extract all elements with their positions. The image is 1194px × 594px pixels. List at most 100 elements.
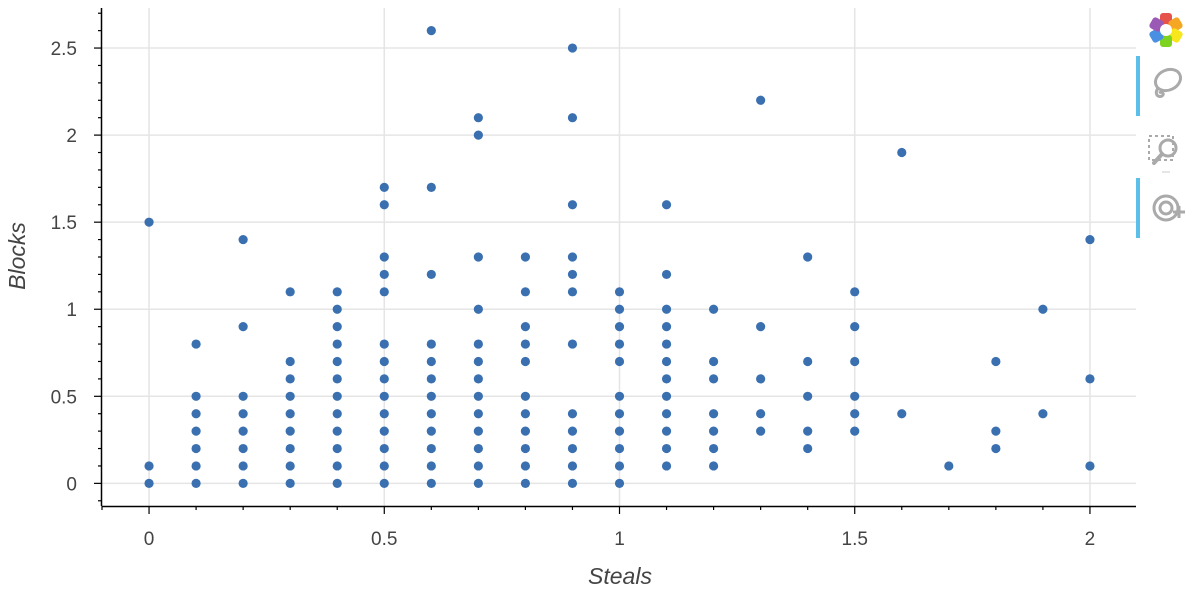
scatter-point — [426, 339, 436, 349]
scatter-point — [708, 443, 719, 454]
scatter-point — [897, 147, 907, 158]
box-zoom-button[interactable] — [1136, 122, 1194, 174]
scatter-point — [285, 374, 295, 384]
scatter-point — [473, 391, 483, 401]
scatter-point — [379, 200, 389, 210]
scatter-point — [756, 322, 766, 332]
scatter-point — [144, 478, 154, 488]
scatter-point — [661, 356, 672, 367]
bokeh-logo-button[interactable] — [1136, 0, 1194, 52]
scatter-point — [285, 443, 295, 454]
scatter-point — [238, 426, 248, 436]
scatter-point — [332, 391, 342, 401]
scatter-point — [614, 322, 625, 332]
y-tick-label: 0 — [66, 474, 77, 495]
scatter-point — [661, 269, 672, 280]
scatter-point — [191, 391, 201, 401]
scatter-point — [426, 269, 436, 280]
scatter-point — [379, 374, 389, 384]
scatter-point — [379, 356, 389, 367]
scatter-point — [661, 391, 672, 401]
scatter-point — [614, 391, 625, 401]
scatter-point — [332, 339, 342, 349]
scatter-point — [520, 391, 531, 401]
scatter-point — [520, 322, 531, 332]
scatter-point — [332, 304, 342, 314]
scatter-point — [567, 409, 578, 419]
scatter-point — [803, 356, 813, 367]
scatter-point — [191, 339, 201, 349]
scatter-point — [803, 426, 813, 436]
scatter-point — [708, 426, 719, 436]
scatter-point — [191, 426, 201, 436]
wheel-zoom-button[interactable] — [1136, 178, 1194, 238]
wheel-zoom-icon — [1152, 194, 1185, 222]
scatter-point — [614, 339, 625, 349]
scatter-point — [332, 443, 342, 454]
scatter-point — [379, 391, 389, 401]
scatter-point — [614, 426, 625, 436]
scatter-point — [473, 426, 483, 436]
x-tick-label: 1.5 — [842, 529, 868, 550]
scatter-point — [379, 443, 389, 454]
scatter-point — [238, 322, 248, 332]
y-tick-label: 2 — [66, 126, 77, 147]
plot-toolbar — [1136, 0, 1194, 260]
y-tick-label: 0.5 — [51, 387, 77, 408]
scatter-point — [520, 339, 531, 349]
scatter-point — [567, 339, 578, 349]
scatter-point — [803, 391, 813, 401]
scatter-point — [144, 461, 154, 471]
scatter-point — [1085, 374, 1095, 384]
scatter-point — [661, 409, 672, 419]
scatter-point — [850, 409, 860, 419]
x-tick-label: 1 — [614, 529, 625, 550]
scatter-point — [520, 426, 531, 436]
scatter-point — [473, 339, 483, 349]
scatter-point — [285, 426, 295, 436]
scatter-point — [332, 478, 342, 488]
scatter-point — [661, 304, 672, 314]
scatter-point — [756, 374, 766, 384]
scatter-point — [379, 182, 389, 192]
scatter-point — [756, 409, 766, 419]
scatter-point — [708, 461, 719, 471]
scatter-point — [379, 409, 389, 419]
scatter-point — [285, 478, 295, 488]
y-axis: 0 0.5 1 1.5 2 2.5 — [51, 8, 103, 506]
scatter-point — [1038, 409, 1048, 419]
scatter-point — [238, 234, 248, 245]
scatter-point — [1038, 304, 1048, 314]
scatter-plot[interactable]: 0 0.5 1 1.5 2 0 0.5 1 1.5 2 2.5 Steals Blocks — [0, 0, 1136, 594]
scatter-point — [379, 287, 389, 297]
scatter-point — [661, 443, 672, 454]
scatter-point — [379, 478, 389, 488]
scatter-point — [473, 409, 483, 419]
scatter-point — [614, 409, 625, 419]
scatter-point — [991, 443, 1001, 454]
x-tick-label: 0.5 — [371, 529, 397, 550]
scatter-point — [567, 43, 578, 53]
scatter-point — [567, 269, 578, 280]
scatter-point — [661, 374, 672, 384]
lasso-select-button[interactable] — [1136, 56, 1194, 116]
scatter-point — [426, 478, 436, 488]
scatter-point — [614, 461, 625, 471]
scatter-point — [850, 287, 860, 297]
scatter-point — [567, 461, 578, 471]
scatter-point — [426, 182, 436, 192]
scatter-point — [379, 461, 389, 471]
scatter-point — [426, 461, 436, 471]
scatter-point — [520, 461, 531, 471]
scatter-point — [661, 322, 672, 332]
scatter-point — [661, 339, 672, 349]
scatter-point — [285, 356, 295, 367]
scatter-point — [850, 426, 860, 436]
scatter-point — [332, 409, 342, 419]
scatter-point — [332, 426, 342, 436]
scatter-point — [803, 252, 813, 262]
scatter-point — [473, 478, 483, 488]
scatter-point — [285, 287, 295, 297]
x-axis-title: Steals — [588, 563, 652, 589]
scatter-point — [708, 409, 719, 419]
